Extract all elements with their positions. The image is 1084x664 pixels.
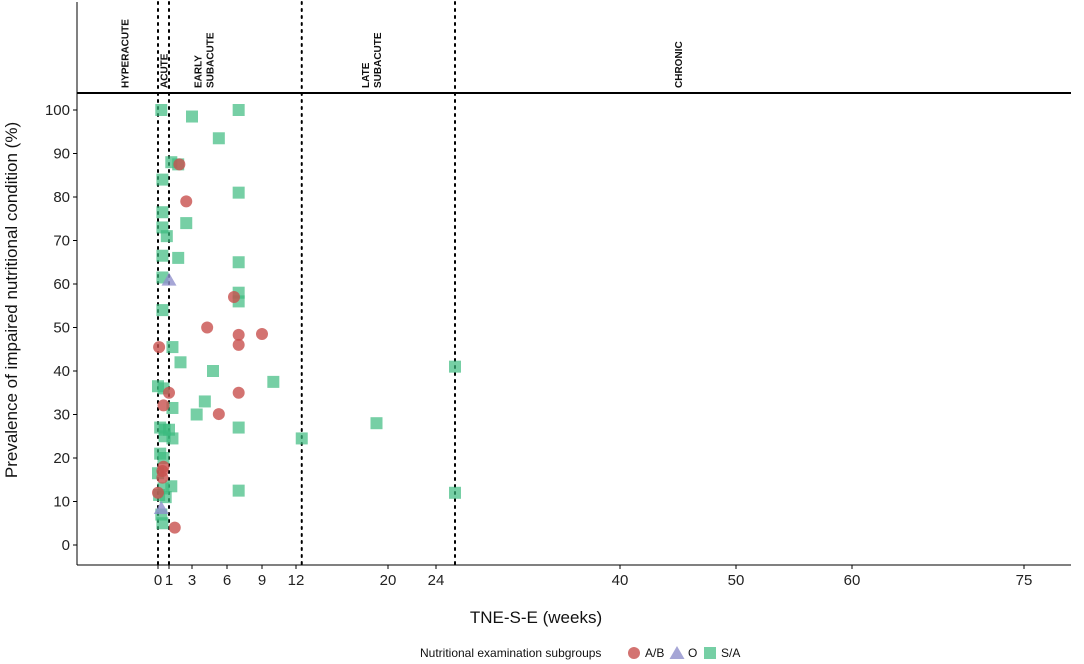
x-axis-ticks: 0 1 3 6 9 12 20 24 40 50 60 75	[154, 565, 1033, 589]
legend: Nutritional examination subgroups A/B O S/A	[420, 646, 740, 660]
data-point	[173, 158, 186, 171]
data-point	[256, 328, 268, 341]
data-point	[180, 195, 193, 208]
data-point	[232, 256, 245, 269]
series-sa	[152, 104, 461, 530]
y-tick-label: 80	[53, 189, 70, 206]
phase-label: EARLY	[194, 55, 205, 88]
data-point	[157, 452, 170, 464]
y-tick-label: 70	[53, 233, 70, 250]
data-point	[212, 408, 225, 421]
legend-label: O	[688, 646, 697, 660]
x-tick-label: 3	[188, 572, 196, 589]
y-tick-label: 60	[53, 276, 70, 293]
data-point	[168, 521, 181, 534]
y-tick-label: 90	[53, 146, 70, 163]
data-point	[232, 421, 245, 434]
data-point	[190, 408, 203, 421]
y-tick-label: 100	[45, 102, 70, 119]
data-point	[157, 399, 170, 412]
data-point	[166, 341, 179, 354]
x-tick-label: 50	[728, 572, 745, 589]
data-point	[207, 365, 219, 377]
data-point	[232, 338, 245, 351]
data-point	[295, 432, 308, 445]
legend-label: S/A	[721, 646, 740, 660]
data-point	[232, 484, 245, 497]
series-ab	[152, 158, 268, 534]
data-point	[198, 395, 211, 408]
legend-marker	[704, 647, 716, 659]
y-tick-label: 0	[62, 537, 70, 554]
data-points	[152, 104, 461, 534]
x-tick-label: 60	[844, 572, 861, 589]
legend-marker	[669, 646, 685, 659]
data-point	[201, 321, 214, 334]
data-point	[180, 217, 193, 230]
legend-label: A/B	[645, 646, 664, 660]
phase-label: SUBACUTE	[373, 32, 384, 88]
data-point	[165, 480, 178, 493]
y-axis-title: Prevalence of impaired nutritional condi…	[2, 122, 21, 478]
x-tick-label: 12	[288, 572, 305, 589]
data-point	[449, 486, 461, 499]
data-point	[161, 272, 177, 286]
x-tick-label: 24	[428, 572, 445, 589]
x-tick-label: 9	[258, 572, 266, 589]
data-point	[232, 386, 245, 399]
x-tick-label: 1	[165, 572, 173, 589]
data-point	[166, 432, 179, 445]
series-o	[153, 272, 177, 515]
data-point	[232, 104, 245, 116]
data-point	[156, 173, 169, 186]
data-point	[370, 417, 383, 430]
data-point	[232, 328, 245, 341]
phase-labels: HYPERACUTE ACUTE EARLY SUBACUTE LATE SUBACUTE…	[121, 19, 685, 88]
data-point	[156, 249, 169, 262]
y-tick-label: 40	[53, 363, 70, 380]
data-point	[153, 341, 166, 354]
data-point	[232, 186, 245, 199]
y-axis-ticks: 0 10 20 30 40 50 60 70 80 90 100	[45, 102, 77, 554]
x-tick-label: 40	[612, 572, 629, 589]
data-point	[156, 471, 169, 484]
y-tick-label: 50	[53, 320, 70, 337]
data-point	[449, 360, 461, 373]
data-point	[174, 356, 187, 369]
x-axis-title: TNE-S-E (weeks)	[470, 608, 602, 627]
data-point	[212, 132, 225, 145]
x-tick-label: 20	[380, 572, 397, 589]
data-point	[156, 304, 169, 317]
plot-frame	[76, 1, 1071, 566]
y-tick-label: 20	[53, 450, 70, 467]
y-tick-label: 10	[53, 494, 70, 511]
phase-label: LATE	[361, 62, 372, 88]
phase-label: ACUTE	[160, 53, 171, 88]
data-point	[152, 486, 164, 499]
x-tick-label: 0	[154, 572, 162, 589]
data-point	[186, 110, 198, 123]
data-point	[228, 291, 240, 304]
data-point	[267, 375, 280, 388]
data-point	[172, 251, 185, 264]
y-tick-label: 30	[53, 407, 70, 424]
data-point	[153, 501, 169, 515]
phase-label: HYPERACUTE	[121, 19, 132, 88]
phase-label: SUBACUTE	[206, 32, 217, 88]
data-point	[156, 517, 169, 530]
data-point	[155, 104, 168, 116]
legend-title: Nutritional examination subgroups	[420, 646, 601, 660]
data-point	[163, 386, 175, 399]
phase-label: CHRONIC	[674, 41, 685, 88]
x-tick-label: 75	[1016, 572, 1033, 589]
legend-marker	[628, 647, 640, 659]
data-point	[160, 230, 173, 243]
data-point	[156, 206, 169, 219]
x-tick-label: 6	[223, 572, 231, 589]
